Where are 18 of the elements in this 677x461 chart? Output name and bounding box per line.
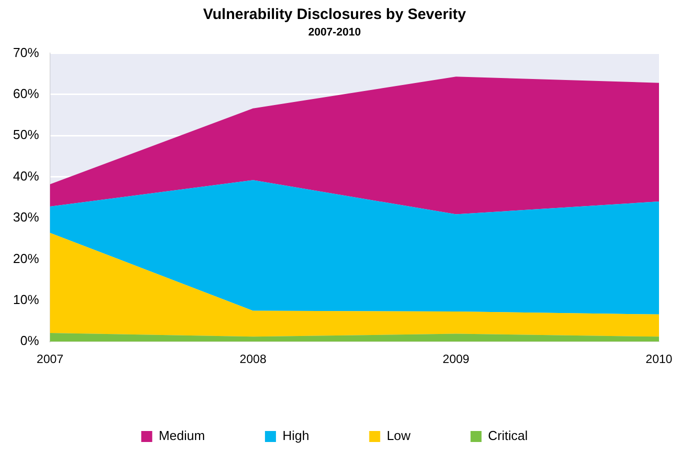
x-tick-label: 2007 (36, 352, 64, 366)
x-tick-label: 2009 (442, 352, 470, 366)
legend-label: High (282, 428, 310, 444)
y-tick-label: 40% (12, 168, 40, 184)
y-tick-label: 0% (20, 333, 40, 348)
legend-label: Critical (488, 428, 528, 444)
y-tick-label: 70% (12, 44, 40, 60)
legend-label: Low (386, 428, 412, 444)
legend-label: Medium (158, 428, 205, 444)
y-tick-label: 10% (12, 292, 40, 307)
x-tick-label: 2008 (240, 352, 267, 366)
y-tick-label: 30% (12, 210, 40, 225)
chart-title: Vulnerability Disclosures by Severity (203, 6, 467, 24)
chart-subtitle: 2007-2010 (308, 26, 361, 39)
y-tick-label: 50% (12, 127, 40, 142)
x-tick-label: 2010 (646, 352, 673, 366)
y-tick-label: 20% (12, 250, 40, 266)
y-tick-label: 60% (12, 86, 40, 101)
